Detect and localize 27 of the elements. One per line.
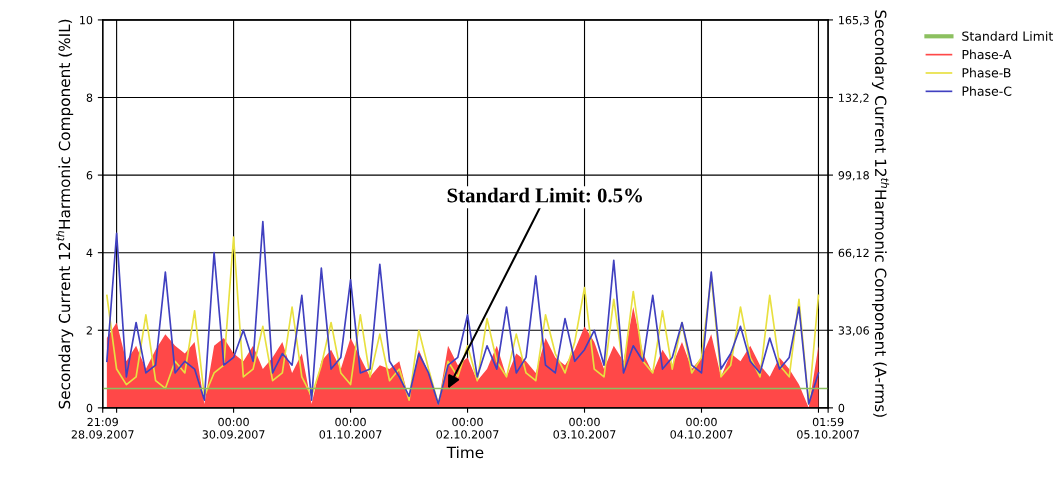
- x-tick-label: 01:59 05.10.2007: [797, 417, 859, 439]
- x-tick-label: 00:00 02.10.2007: [436, 417, 499, 439]
- y2-tick-label: 99,18: [838, 171, 869, 181]
- y2-tick-label: 165,3: [839, 15, 869, 26]
- x-tick-label: 21:09 28.09.2007: [71, 417, 134, 439]
- annotation: Standard Limit: 0.5%: [447, 187, 642, 203]
- y-tick-label: 2: [86, 326, 92, 335]
- x-tick-label: 00:00 30.09.2007: [202, 417, 265, 439]
- y2-tick-label: 33,06: [838, 326, 869, 336]
- y-tick-label: 10: [80, 15, 93, 25]
- y-axis-title: Secondary Current 12$^{th}$Harmonic Component (%IL): [56, 19, 74, 409]
- legend-label: Phase-C: [962, 86, 1012, 96]
- y-tick-label: 4: [86, 248, 93, 257]
- y-tick-label: 6: [86, 171, 93, 180]
- legend-label: Phase-A: [962, 49, 1012, 60]
- x-axis-title: Time: [446, 446, 484, 459]
- y2-axis-title: Secondary Current 12$^{th}$Harmonic Component (A-rms): [871, 10, 890, 417]
- y2-tick-label: 66,12: [838, 248, 869, 259]
- y2-tick-label: 132,2: [839, 93, 869, 104]
- x-tick-label: 00:00 01.10.2007: [319, 417, 382, 439]
- y-tick-label: 8: [86, 93, 93, 102]
- x-tick-label: 00:00 04.10.2007: [670, 417, 733, 439]
- x-tick-label: 00:00 03.10.2007: [553, 417, 616, 439]
- legend-label: Standard Limit: [962, 31, 1053, 41]
- y2-tick-label: 0: [838, 403, 845, 413]
- y-tick-label: 0: [86, 403, 93, 413]
- legend-label: Phase-B: [962, 67, 1011, 78]
